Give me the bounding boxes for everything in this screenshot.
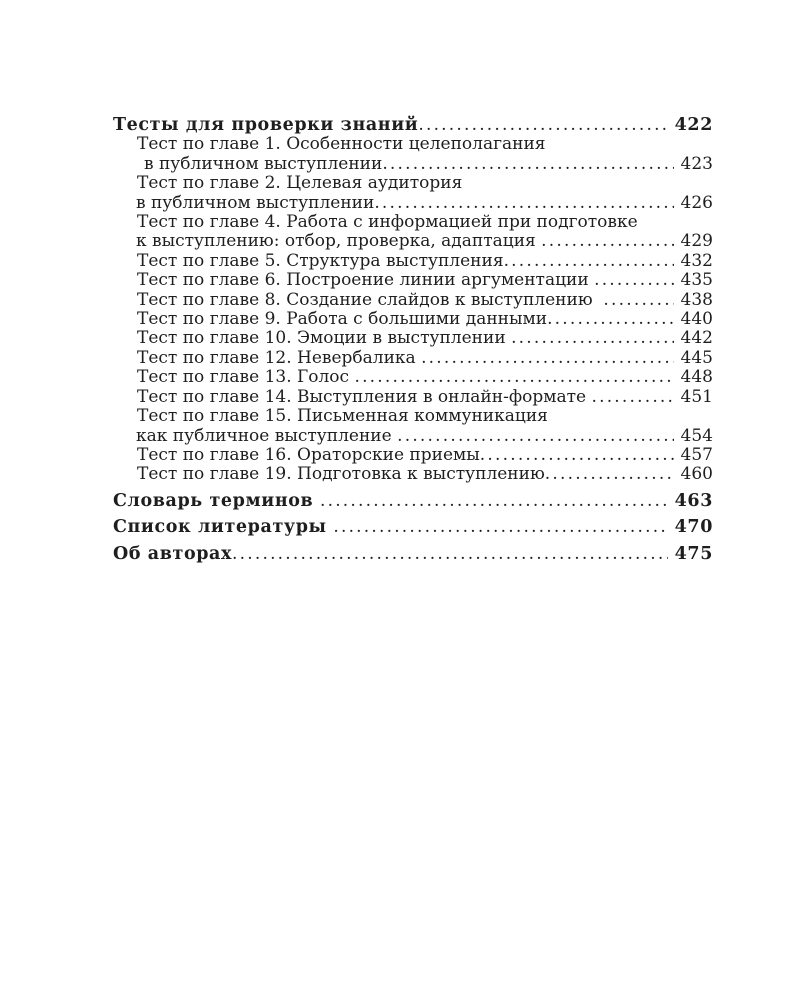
toc-entry-text: в публичном выступлении	[136, 192, 375, 213]
toc-item-entry: Тест по главе 5. Структура выступления 43…	[113, 250, 713, 271]
toc-entry-text: Тест по главе 15. Письменная коммуникаци…	[137, 406, 548, 427]
toc-item-entry: Тест по главе 16. Ораторские приемы 457	[113, 444, 713, 465]
toc-page-number: 435	[680, 270, 713, 291]
toc-dot-leader	[397, 427, 673, 446]
toc-list: Тесты для проверки знаний 422 Тест по глав…	[113, 115, 713, 564]
toc-item-entry: Тест по главе 15. Письменная коммуникаци…	[113, 406, 713, 427]
toc-page-number: 448	[680, 367, 713, 388]
toc-page-number: 442	[680, 328, 713, 349]
toc-page-number: 470	[674, 517, 713, 538]
toc-dot-leader	[320, 492, 668, 511]
toc-entry-text: Тест по главе 2. Целевая аудитория	[137, 173, 463, 194]
toc-entry-text: Тест по главе 4. Работа с информацией пр…	[137, 212, 638, 233]
toc-dot-leader	[480, 446, 674, 465]
toc-entry-text: как публичное выступление	[136, 425, 398, 446]
toc-entry-text: Об авторах	[113, 543, 233, 564]
toc-entry-text: Тест по главе 10. Эмоции в выступлении	[137, 328, 512, 349]
toc-item-entry: Тест по главе 13. Голос 448	[113, 367, 713, 388]
toc-entry-text: Тест по главе 8. Создание слайдов к выст…	[137, 289, 604, 310]
toc-dot-leader	[421, 349, 673, 368]
toc-page-number: 460	[680, 464, 713, 485]
toc-dot-leader	[547, 310, 673, 329]
toc-entry-text: Тест по главе 14. Выступления в онлайн-ф…	[137, 386, 592, 407]
toc-item-entry: в публичном выступлении 426	[113, 192, 713, 213]
toc-page-number: 454	[680, 425, 713, 446]
toc-entry-text: Тест по главе 13. Голос	[137, 367, 355, 388]
toc-item-entry: Тест по главе 10. Эмоции в выступлении 4…	[113, 328, 713, 349]
toc-page-number: 426	[680, 192, 713, 213]
toc-dot-leader	[374, 194, 673, 213]
toc-item-entry: Тест по главе 12. Невербалика 445	[113, 347, 713, 368]
toc-item-entry: Тест по главе 14. Выступления в онлайн-ф…	[113, 386, 713, 407]
toc-item-entry: Тест по главе 9. Работа с большими данны…	[113, 309, 713, 330]
toc-dot-leader	[511, 329, 673, 348]
toc-page-number: 423	[680, 153, 713, 174]
toc-item-entry: Тест по главе 8. Создание слайдов к выст…	[113, 289, 713, 310]
toc-item-entry: к выступлению: отбор, проверка, адаптаци…	[113, 231, 713, 252]
toc-dot-leader	[594, 271, 673, 290]
toc-entry-text: Тест по главе 9. Работа с большими данны…	[137, 309, 548, 330]
toc-page-number: 463	[674, 490, 713, 511]
toc-entry-text: Тест по главе 19. Подготовка к выступлен…	[137, 464, 545, 485]
toc-page-number: 451	[680, 386, 713, 407]
toc-entry-text: Тест по главе 6. Построение линии аргуме…	[137, 270, 595, 291]
toc-page-number: 422	[674, 115, 713, 135]
toc-page-number: 445	[680, 347, 713, 368]
toc-entry-text: Тест по главе 16. Ораторские приемы	[137, 444, 480, 465]
toc-page-number: 429	[680, 231, 713, 252]
toc-page-number: 475	[674, 543, 713, 564]
toc-page-number: 457	[680, 444, 713, 465]
toc-item-entry: Тест по главе 6. Построение линии аргуме…	[113, 270, 713, 291]
toc-section-entry: Тесты для проверки знаний 422	[113, 115, 713, 135]
toc-entry-text: Список литературы	[113, 517, 334, 538]
toc-dot-leader	[591, 388, 673, 407]
toc-dot-leader	[333, 518, 667, 537]
toc-dot-leader	[232, 545, 668, 564]
toc-entry-text: в публичном выступлении	[144, 153, 383, 174]
toc-dot-leader	[545, 465, 674, 484]
toc-section-entry: Словарь терминов 463	[113, 490, 713, 511]
toc-item-entry: как публичное выступление 454	[113, 425, 713, 446]
toc-dot-leader	[504, 252, 674, 271]
toc-section-entry: Об авторах 475	[113, 543, 713, 564]
toc-dot-leader	[354, 368, 673, 387]
toc-section-entry: Список литературы 470	[113, 517, 713, 538]
toc-entry-text: Тест по главе 12. Невербалика	[137, 347, 422, 368]
toc-item-entry: в публичном выступлении 423	[113, 153, 713, 174]
toc-entry-text: Тест по главе 1. Особенности целеполаган…	[137, 134, 546, 155]
toc-page-number: 440	[680, 309, 713, 330]
toc-page-number: 438	[680, 289, 713, 310]
toc-page-number: 432	[680, 250, 713, 271]
toc-dot-leader	[541, 232, 673, 251]
toc-entry-text: Тест по главе 5. Структура выступления	[137, 250, 504, 271]
toc-item-entry: Тест по главе 2. Целевая аудитория	[113, 173, 713, 194]
toc-item-entry: Тест по главе 19. Подготовка к выступлен…	[113, 464, 713, 485]
toc-dot-leader	[382, 155, 673, 174]
toc-entry-text: к выступлению: отбор, проверка, адаптаци…	[136, 231, 542, 252]
toc-entry-text: Словарь терминов	[113, 490, 320, 511]
toc-dot-leader	[418, 116, 667, 135]
toc-item-entry: Тест по главе 4. Работа с информацией пр…	[113, 212, 713, 233]
toc-item-entry: Тест по главе 1. Особенности целеполаган…	[113, 134, 713, 155]
toc-dot-leader	[603, 291, 673, 310]
toc-entry-text: Тесты для проверки знаний	[113, 115, 419, 135]
